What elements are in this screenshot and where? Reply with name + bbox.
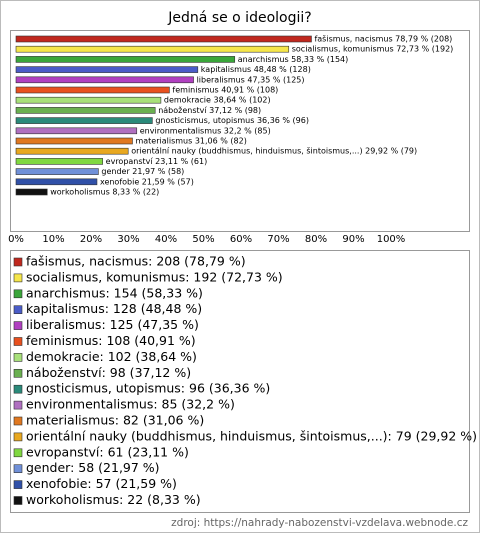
bar	[15, 66, 199, 73]
legend-label: náboženství: 98 (37,12 %)	[26, 365, 191, 380]
legend-label: materialismus: 82 (31,06 %)	[26, 413, 204, 428]
x-tick-label: 100%	[377, 234, 406, 245]
data-label: kapitalismus 48,48 % (128)	[201, 65, 311, 74]
legend-swatch	[13, 400, 23, 410]
legend-label: environmentalismus: 85 (32,2 %)	[26, 397, 235, 412]
x-tick-label: 30%	[117, 234, 139, 245]
data-label: anarchismus 58,33 % (154)	[238, 55, 349, 64]
bar	[15, 168, 99, 175]
x-tick-label: 40%	[155, 234, 177, 245]
legend-label: workoholismus: 22 (8,33 %)	[26, 492, 201, 507]
data-label: evropanství 23,11 % (61)	[106, 157, 208, 166]
bar	[15, 158, 103, 165]
legend-label: gender: 58 (21,97 %)	[26, 460, 160, 475]
x-tick-label: 10%	[42, 234, 64, 245]
legend-swatch	[13, 305, 23, 315]
legend-swatch	[13, 337, 23, 346]
legend-swatch	[13, 273, 23, 283]
legend-label: demokracie: 102 (38,64 %)	[26, 349, 197, 364]
data-label: xenofobie 21,59 % (57)	[100, 177, 194, 186]
legend-swatch	[13, 321, 23, 330]
legend-swatch	[13, 496, 23, 505]
legend-label: socialismus, komunismus: 192 (72,73 %)	[26, 269, 283, 284]
legend-swatch	[13, 432, 23, 442]
bar	[15, 45, 290, 53]
bar	[15, 147, 129, 155]
legend-label: liberalismus: 125 (47,35 %)	[26, 317, 199, 332]
bar	[15, 127, 138, 135]
legend-swatch	[13, 257, 23, 267]
data-label: workoholismus 8,33 % (22)	[50, 188, 159, 197]
bar	[15, 96, 162, 104]
legend-label: fašismus, nacismus: 208 (78,79 %)	[26, 254, 246, 269]
legend-swatch	[13, 368, 23, 378]
chart-title: Jedná se o ideologii?	[167, 10, 311, 26]
data-label: náboženství 37,12 % (98)	[158, 106, 261, 115]
x-tick-label: 20%	[80, 234, 102, 245]
data-label: materialismus 31,06 % (82)	[135, 137, 246, 146]
bar	[15, 188, 48, 196]
legend-swatch	[13, 464, 23, 474]
x-tick-label: 0%	[8, 234, 24, 245]
legend-label: feminismus: 108 (40,91 %)	[26, 333, 196, 348]
legend-swatch	[13, 384, 23, 394]
legend-swatch	[13, 289, 23, 299]
data-label: orientální nauky (buddhismus, hinduismus…	[131, 146, 417, 156]
x-tick-label: 70%	[267, 234, 289, 245]
data-label: fašismus, nacismus 78,79 % (208)	[314, 34, 452, 44]
data-label: demokracie 38,64 % (102)	[164, 96, 271, 105]
legend-label: orientální nauky (buddhismus, hinduismus…	[26, 428, 477, 443]
legend-label: evropanství: 61 (23,11 %)	[26, 444, 189, 459]
x-tick-label: 60%	[230, 234, 252, 245]
legend-box	[10, 250, 470, 513]
x-tick-label: 90%	[342, 234, 364, 245]
data-label: gender 21,97 % (58)	[101, 167, 184, 176]
data-label: liberalismus 47,35 % (125)	[197, 75, 305, 84]
data-label: socialismus, komunismus 72,73 % (192)	[292, 45, 454, 54]
bar	[15, 56, 236, 63]
bar	[15, 76, 194, 84]
legend-swatch	[13, 416, 23, 426]
legend-swatch	[13, 353, 23, 362]
data-label: environmentalismus 32,2 % (85)	[140, 126, 271, 135]
legend-swatch	[13, 448, 23, 458]
data-label: gnosticismus, utopismus 36,36 % (96)	[155, 116, 309, 125]
legend-label: xenofobie: 57 (21,59 %)	[26, 476, 177, 491]
bar	[15, 178, 98, 186]
bar	[15, 117, 153, 124]
x-tick-label: 50%	[192, 234, 214, 245]
legend-label: kapitalismus: 128 (48,48 %)	[26, 301, 202, 316]
bar	[15, 107, 156, 114]
bar	[15, 35, 312, 43]
source: zdroj: https://nahrady-nabozenstvi-vzdel…	[171, 517, 468, 529]
bar	[15, 86, 170, 94]
x-tick-label: 80%	[305, 234, 327, 245]
data-label: feminismus 40,91 % (108)	[172, 86, 278, 95]
bar	[15, 137, 133, 145]
legend-swatch	[13, 480, 23, 489]
legend-label: anarchismus: 154 (58,33 %)	[26, 285, 203, 300]
legend-label: gnosticismus, utopismus: 96 (36,36 %)	[26, 381, 270, 396]
